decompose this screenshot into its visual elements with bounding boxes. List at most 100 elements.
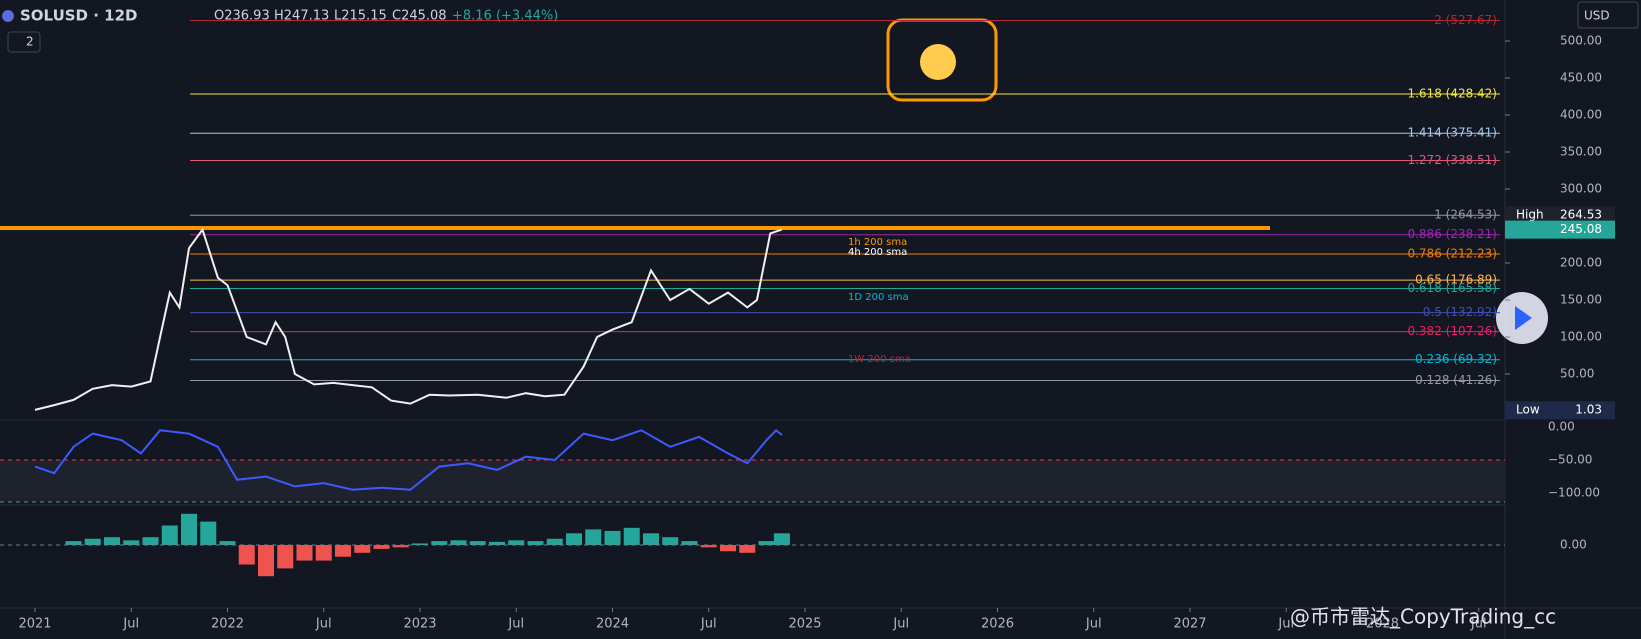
x-tick-label: 2022 [211, 617, 244, 632]
sma-label: 1W 200 sma [848, 354, 911, 365]
sma-label: 1h 200 sma [848, 237, 907, 248]
layers-count[interactable]: 2 [26, 35, 34, 49]
fib-label: 1 (264.53) [1434, 208, 1497, 222]
histogram-bar [773, 533, 790, 545]
osc-tick-label: −100.00 [1548, 486, 1600, 500]
fib-label: 0.382 (107.26) [1407, 324, 1497, 338]
fib-label: 0.65 (176.89) [1415, 273, 1497, 287]
x-tick-label: 2026 [981, 617, 1014, 632]
layers-button[interactable] [7, 31, 41, 53]
histogram-bar [104, 537, 120, 545]
symbol: SOLUSD · 12D [20, 7, 137, 25]
badge-value: 264.53 [1560, 208, 1602, 222]
hist-tick-label: 0.00 [1560, 538, 1587, 552]
histogram-bar [700, 545, 717, 548]
histogram-bar [623, 527, 640, 545]
x-tick-label: Jul [1085, 617, 1102, 632]
histogram-bar [142, 537, 159, 545]
histogram-bar [219, 541, 236, 545]
fib-label: 0.618 (165.58) [1407, 281, 1497, 295]
fib-label: 0.886 (238.21) [1407, 227, 1497, 241]
histogram-bar [65, 541, 82, 545]
emoji-box [886, 18, 998, 102]
fib-label: 1.618 (428.42) [1407, 86, 1497, 100]
y-tick-label: 150.00 [1560, 293, 1602, 307]
x-tick-label: 2027 [1173, 617, 1206, 632]
osc-tick-label: 0.00 [1548, 420, 1575, 434]
histogram-bar [469, 541, 486, 545]
histogram-bar [450, 540, 467, 545]
ohlc-high: H247.13 [274, 9, 329, 24]
histogram-bar [489, 541, 505, 545]
histogram-bar [604, 530, 621, 545]
histogram-bar [84, 538, 101, 545]
histogram-bar [200, 521, 217, 545]
y-tick-label: 100.00 [1560, 330, 1602, 344]
emoji [920, 44, 956, 80]
osc-band [0, 460, 1505, 502]
histogram-bar [354, 545, 371, 553]
histogram-bar [720, 545, 736, 552]
histogram-bar [681, 541, 698, 545]
fib-label: 0.5 (132.92) [1423, 305, 1497, 319]
currency[interactable]: USD [1584, 9, 1610, 23]
y-tick-label: 350.00 [1560, 145, 1602, 159]
price-line [34, 227, 783, 411]
histogram-bar [335, 545, 351, 557]
x-tick-label: Jul [892, 617, 909, 632]
histogram-bar [296, 545, 313, 561]
x-tick-label: Jul [700, 617, 717, 632]
histogram-bar [643, 533, 659, 545]
x-tick-label: 2024 [596, 617, 629, 632]
sma-label: 1D 200 sma [848, 292, 909, 303]
histogram-bar [412, 543, 428, 545]
histogram-bar [277, 545, 294, 569]
badge-label: High [1516, 208, 1544, 222]
histogram-bar [758, 541, 775, 545]
histogram-bar [315, 545, 332, 561]
ohlc-open: O236.93 [214, 9, 270, 24]
histogram-bar [662, 537, 679, 545]
fib-label: 1.272 (338.51) [1407, 153, 1497, 167]
play-icon[interactable] [1515, 306, 1532, 330]
badge-label: Low [1516, 403, 1540, 417]
histogram-bar [585, 529, 602, 545]
histogram-bar [161, 525, 178, 545]
y-tick-label: 450.00 [1560, 71, 1602, 85]
histogram-bar [508, 540, 525, 545]
x-tick-label: Jul [122, 617, 139, 632]
currency-button[interactable] [1577, 1, 1639, 29]
histogram-bar [431, 541, 448, 545]
y-tick-label: 300.00 [1560, 182, 1602, 196]
histogram-bar [373, 545, 390, 549]
x-tick-label: Jul [1277, 617, 1294, 632]
histogram-bar [566, 533, 582, 545]
x-tick-label: 2025 [788, 617, 821, 632]
x-tick-label: Jul [507, 617, 524, 632]
sma-label: 4h 200 sma [848, 247, 907, 258]
histogram-bar [546, 538, 563, 545]
price-badge [1505, 220, 1615, 239]
y-tick-label: 50.00 [1560, 367, 1594, 381]
fib-label: 1.414 (375.41) [1407, 126, 1497, 140]
badge-value: 1.03 [1575, 403, 1602, 417]
x-tick-label: Jul [1470, 617, 1487, 632]
histogram-bar [238, 545, 255, 565]
histogram-bar [258, 545, 274, 577]
histogram-bar [527, 541, 544, 545]
watermark: @币市雷达_CopyTrading_cc [1290, 605, 1556, 629]
oscillator-line [34, 428, 783, 491]
fib-label: 2 (527.67) [1434, 13, 1497, 27]
y-tick-label: 200.00 [1560, 256, 1602, 270]
fib-label: 0.128 (41.26) [1415, 373, 1497, 387]
fib-label: 0.786 (212.23) [1407, 246, 1497, 260]
x-tick-label: Jul [315, 617, 332, 632]
ohlc-change: +8.16 (+3.44%) [452, 9, 558, 24]
x-tick-label: 2021 [18, 617, 51, 632]
histogram-bar [123, 540, 140, 545]
x-tick-label: 2023 [403, 617, 436, 632]
y-tick-label: 500.00 [1560, 34, 1602, 48]
y-tick-label: 400.00 [1560, 108, 1602, 122]
histogram-bar [392, 545, 409, 548]
